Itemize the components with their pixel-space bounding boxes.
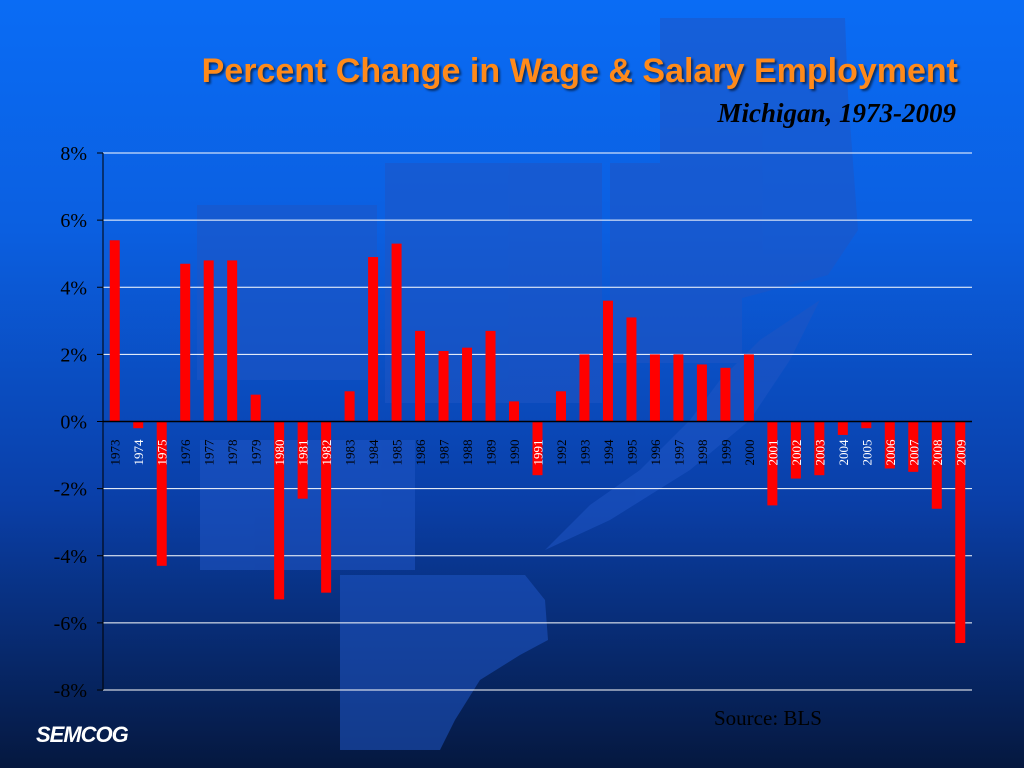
- bar-2006: [884, 421, 895, 469]
- y-tick-label: 0%: [60, 412, 87, 434]
- x-tick-label: 1986: [413, 439, 428, 466]
- x-tick-label: 1974: [131, 439, 146, 466]
- y-tick-label: -6%: [54, 613, 87, 635]
- x-tick-label: 1989: [484, 440, 499, 466]
- y-tick-label: 4%: [60, 277, 87, 299]
- bar-1998: [696, 364, 707, 422]
- bar-2009: [955, 421, 966, 644]
- bar-1990: [509, 401, 520, 422]
- bar-1986: [415, 330, 426, 422]
- bar-1985: [391, 243, 402, 422]
- x-tick-label: 1975: [155, 440, 170, 466]
- x-tick-label: 1998: [695, 440, 710, 466]
- x-tick-label: 2004: [836, 439, 851, 466]
- bar-1992: [555, 391, 566, 422]
- bar-1999: [720, 367, 731, 422]
- x-tick-label: 1979: [249, 440, 264, 466]
- x-tick-label: 1973: [108, 440, 123, 466]
- x-tick-label: 2003: [812, 440, 827, 466]
- x-tick-label: 1997: [671, 439, 686, 466]
- bar-1983: [344, 391, 355, 422]
- x-tick-label: 1984: [366, 439, 381, 466]
- x-tick-label: 2000: [742, 440, 757, 466]
- x-tick-label: 2007: [906, 439, 921, 466]
- bar-2000: [743, 354, 754, 422]
- bar-1974: [133, 421, 144, 429]
- bar-1996: [649, 354, 660, 422]
- y-tick-label: -2%: [54, 479, 87, 501]
- x-tick-label: 1999: [718, 440, 733, 466]
- y-tick-label: 2%: [60, 344, 87, 366]
- y-tick-label: -4%: [54, 546, 87, 568]
- x-tick-label: 1994: [601, 439, 616, 466]
- x-tick-label: 2009: [953, 440, 968, 466]
- bar-1988: [462, 347, 473, 422]
- x-tick-label: 1988: [460, 440, 475, 466]
- bar-2005: [861, 421, 872, 429]
- bar-1976: [180, 263, 191, 422]
- chart-subtitle: Michigan, 1973-2009: [717, 98, 956, 128]
- bar-1973: [109, 240, 120, 422]
- x-tick-label: 1990: [507, 440, 522, 466]
- semcog-logo: SEMCOG: [36, 722, 129, 747]
- bar-1991: [532, 421, 543, 476]
- x-tick-label: 2008: [930, 440, 945, 466]
- bar-1982: [321, 421, 332, 593]
- chart-title: Percent Change in Wage & Salary Employme…: [201, 52, 958, 90]
- x-tick-label: 2002: [789, 440, 804, 466]
- bar-2007: [908, 421, 919, 472]
- x-tick-label: 2001: [765, 440, 780, 466]
- x-tick-label: 1978: [225, 440, 240, 466]
- x-tick-label: 1976: [178, 439, 193, 466]
- bar-1979: [250, 394, 261, 422]
- x-tick-label: 1980: [272, 440, 287, 466]
- x-tick-label: 1977: [202, 439, 217, 466]
- bar-1977: [203, 260, 214, 422]
- x-tick-label: 1983: [343, 440, 358, 466]
- bar-1981: [297, 421, 308, 499]
- bar-2003: [814, 421, 825, 476]
- source-note: Source: BLS: [714, 706, 822, 730]
- bar-2001: [767, 421, 778, 506]
- bar-1994: [602, 300, 613, 422]
- bar-1978: [227, 260, 238, 422]
- x-tick-label: 1985: [390, 440, 405, 466]
- y-tick-label: 6%: [60, 210, 87, 232]
- bar-1987: [438, 351, 449, 422]
- y-tick-label: 8%: [60, 143, 87, 165]
- x-tick-label: 1993: [577, 440, 592, 466]
- x-tick-label: 1996: [648, 439, 663, 466]
- x-tick-label: 2006: [883, 439, 898, 466]
- bar-1980: [274, 421, 285, 600]
- x-tick-label: 1995: [624, 440, 639, 466]
- bar-1989: [485, 330, 496, 422]
- x-tick-label: 1991: [531, 440, 546, 466]
- x-tick-label: 2005: [859, 440, 874, 466]
- bar-1997: [673, 354, 684, 422]
- x-tick-label: 1987: [437, 439, 452, 466]
- bar-1975: [156, 421, 167, 566]
- bar-2004: [837, 421, 848, 435]
- bar-1995: [626, 317, 637, 422]
- x-tick-label: 1982: [319, 440, 334, 466]
- x-tick-label: 1992: [554, 440, 569, 466]
- bar-1993: [579, 354, 590, 422]
- bar-2002: [790, 421, 801, 479]
- bar-2008: [931, 421, 942, 509]
- bar-1984: [368, 257, 379, 422]
- x-tick-label: 1981: [296, 440, 311, 466]
- y-tick-label: -8%: [54, 680, 87, 702]
